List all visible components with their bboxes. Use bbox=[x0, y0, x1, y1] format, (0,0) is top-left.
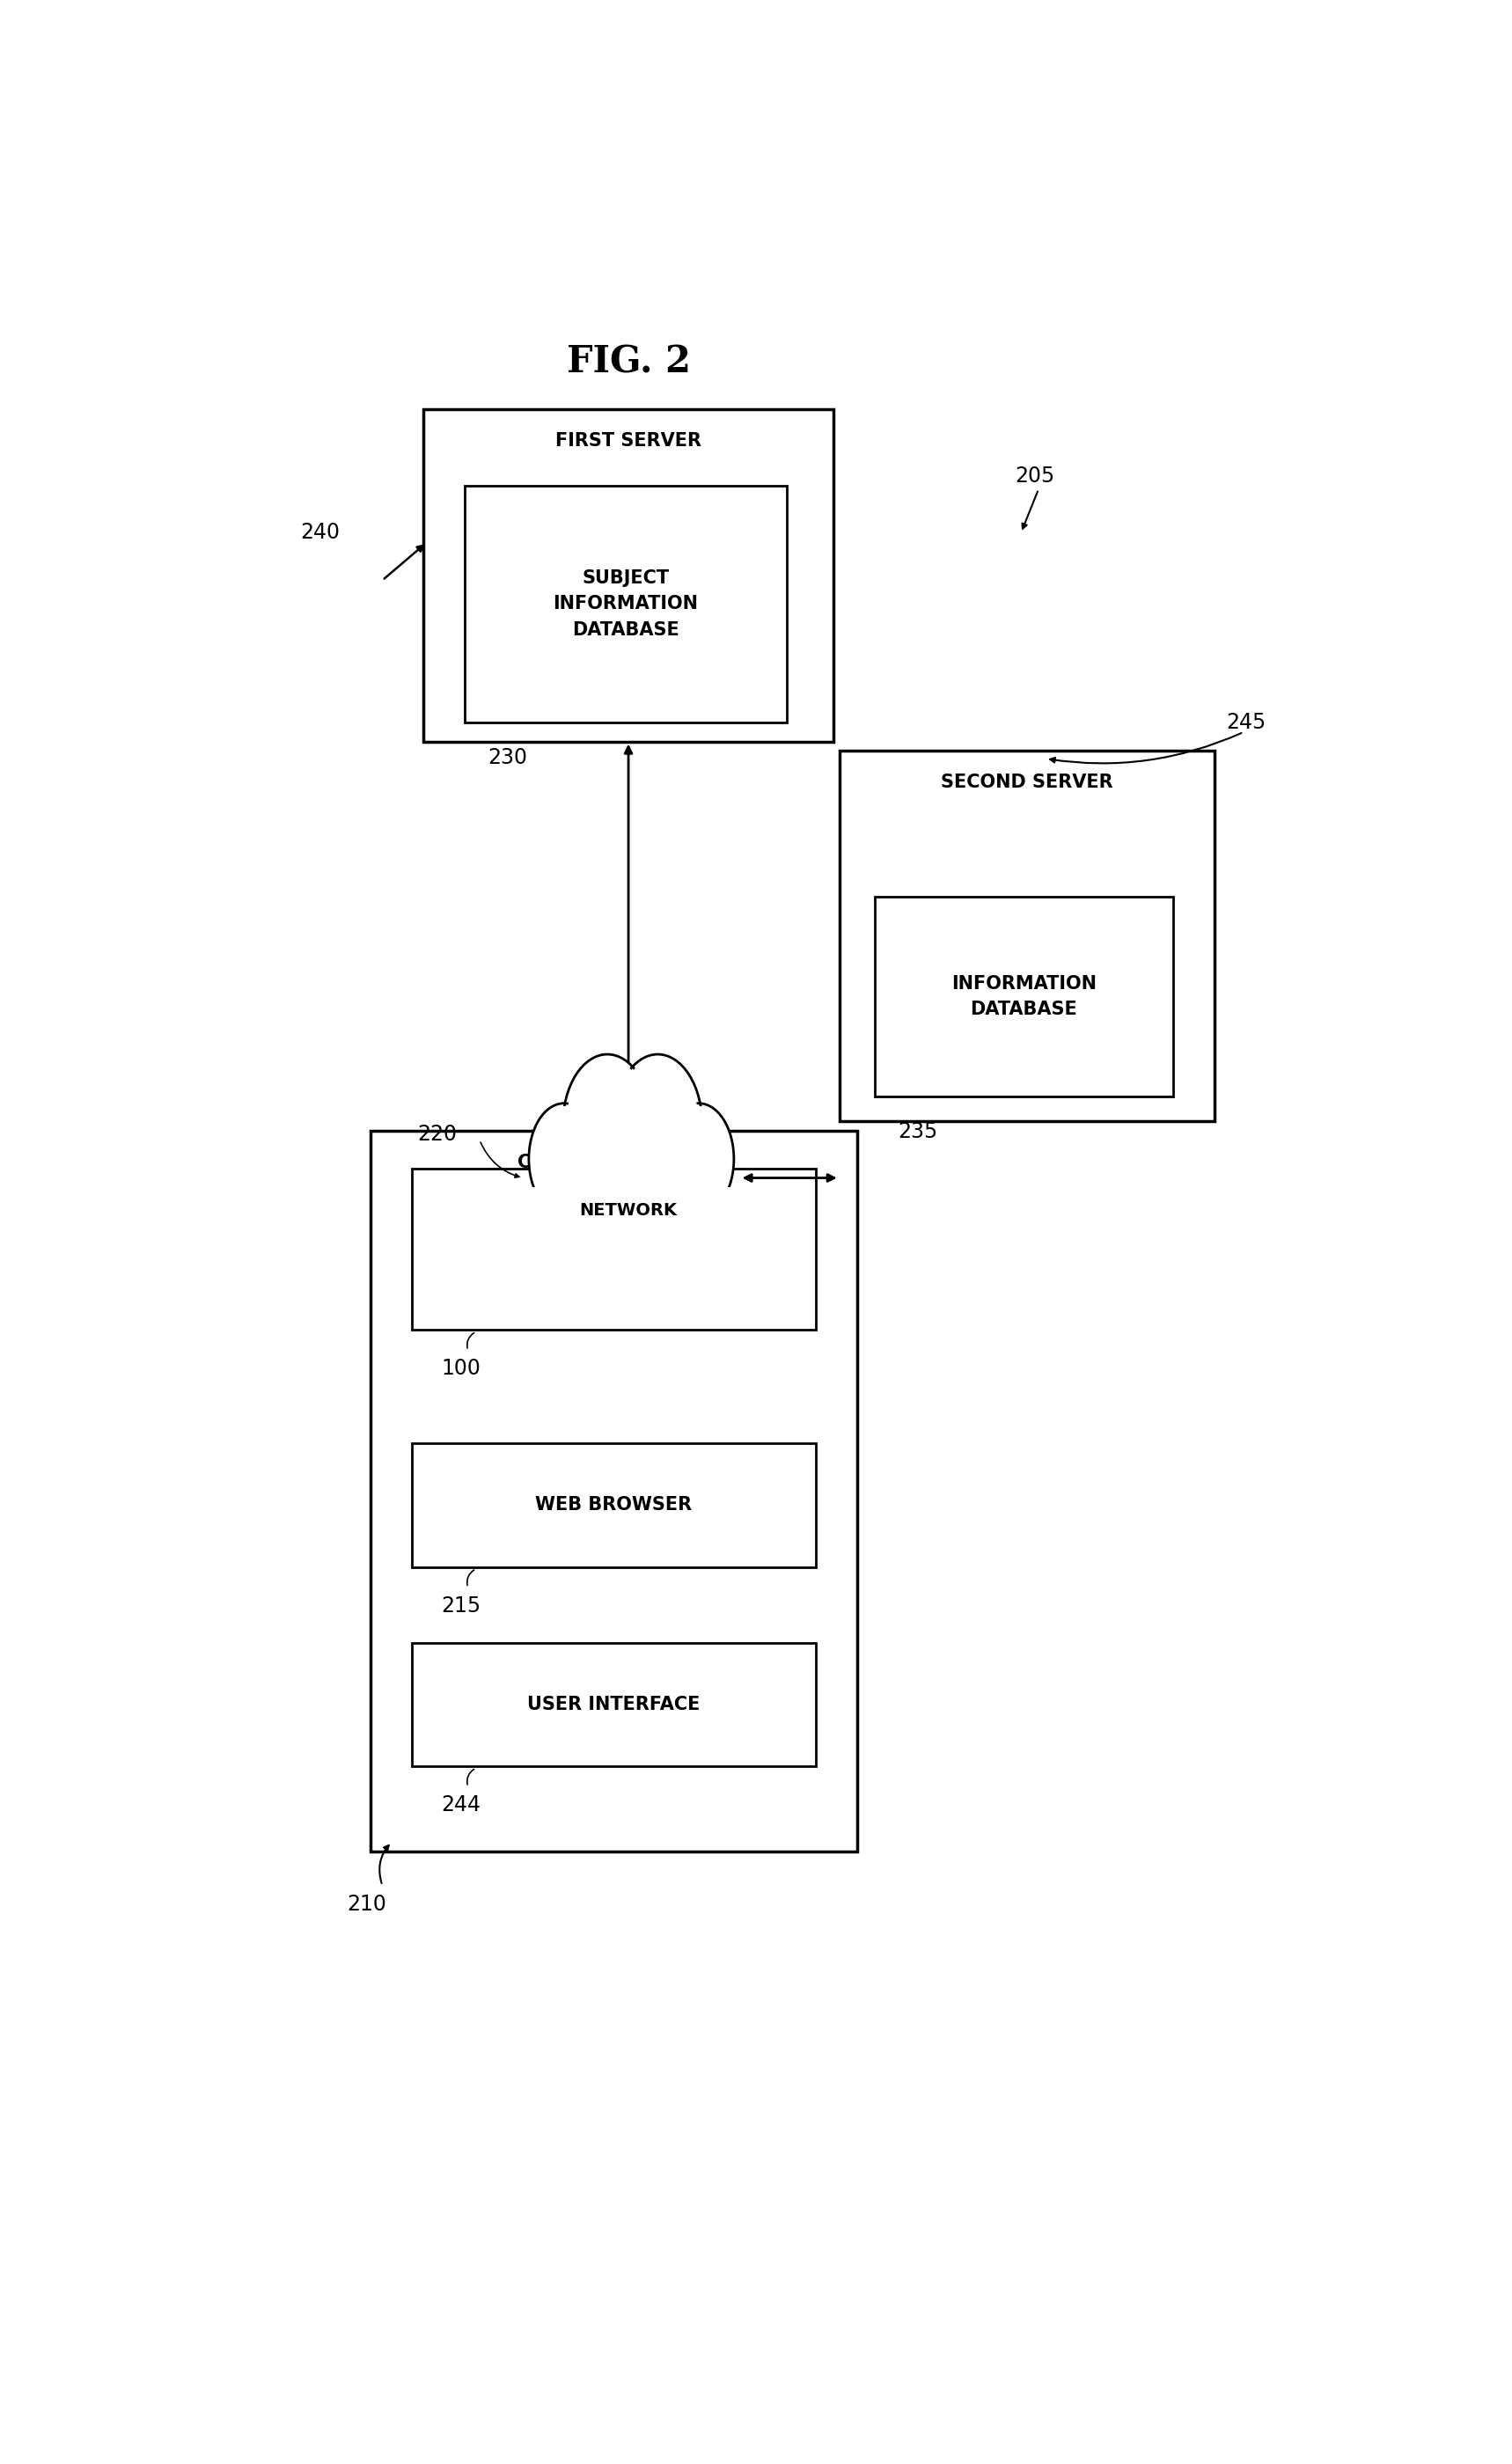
Text: NETWORK: NETWORK bbox=[579, 1202, 677, 1220]
Text: USER INTERFACE: USER INTERFACE bbox=[528, 1695, 700, 1712]
Bar bbox=[411, 1643, 816, 1767]
Text: 205: 205 bbox=[1015, 466, 1055, 485]
Ellipse shape bbox=[549, 1146, 614, 1249]
Text: FIRST SERVER: FIRST SERVER bbox=[555, 431, 702, 451]
Bar bbox=[839, 752, 1214, 1121]
Ellipse shape bbox=[617, 1057, 699, 1193]
Text: SECOND SERVER: SECOND SERVER bbox=[940, 774, 1113, 791]
Ellipse shape bbox=[529, 1104, 599, 1215]
Text: 215: 215 bbox=[442, 1594, 481, 1616]
Text: 220: 220 bbox=[417, 1124, 457, 1146]
Bar bbox=[511, 1188, 745, 1281]
Text: 244: 244 bbox=[442, 1794, 481, 1816]
Text: COMPUTER
DATABASE
ENVIRONMENT: COMPUTER DATABASE ENVIRONMENT bbox=[538, 1215, 689, 1281]
Bar bbox=[423, 409, 833, 742]
Ellipse shape bbox=[567, 1057, 649, 1193]
Text: 230: 230 bbox=[488, 747, 528, 769]
Text: COMMUNICATIONS
DEVICE: COMMUNICATIONS DEVICE bbox=[519, 1153, 709, 1195]
Ellipse shape bbox=[603, 1153, 665, 1259]
Ellipse shape bbox=[599, 1151, 670, 1262]
Bar bbox=[511, 1183, 745, 1274]
Text: FIG. 2: FIG. 2 bbox=[567, 342, 691, 379]
Text: WEB BROWSER: WEB BROWSER bbox=[535, 1496, 692, 1513]
Ellipse shape bbox=[532, 1106, 596, 1212]
Text: SUBJECT
INFORMATION
DATABASE: SUBJECT INFORMATION DATABASE bbox=[553, 569, 699, 638]
Text: 235: 235 bbox=[898, 1121, 937, 1143]
Text: 210: 210 bbox=[348, 1895, 387, 1915]
Bar bbox=[411, 1168, 816, 1331]
Bar bbox=[464, 485, 786, 722]
Bar bbox=[874, 897, 1173, 1096]
Text: 100: 100 bbox=[442, 1358, 481, 1380]
Text: 240: 240 bbox=[301, 522, 340, 545]
Ellipse shape bbox=[552, 1148, 611, 1247]
Ellipse shape bbox=[667, 1106, 730, 1212]
Ellipse shape bbox=[664, 1104, 733, 1215]
Text: 245: 245 bbox=[1226, 712, 1266, 734]
Ellipse shape bbox=[614, 1055, 702, 1195]
Bar bbox=[370, 1131, 857, 1850]
Text: INFORMATION
DATABASE: INFORMATION DATABASE bbox=[951, 976, 1096, 1018]
Ellipse shape bbox=[649, 1146, 714, 1249]
Ellipse shape bbox=[562, 1055, 652, 1195]
Bar bbox=[411, 1444, 816, 1567]
Ellipse shape bbox=[652, 1148, 711, 1247]
